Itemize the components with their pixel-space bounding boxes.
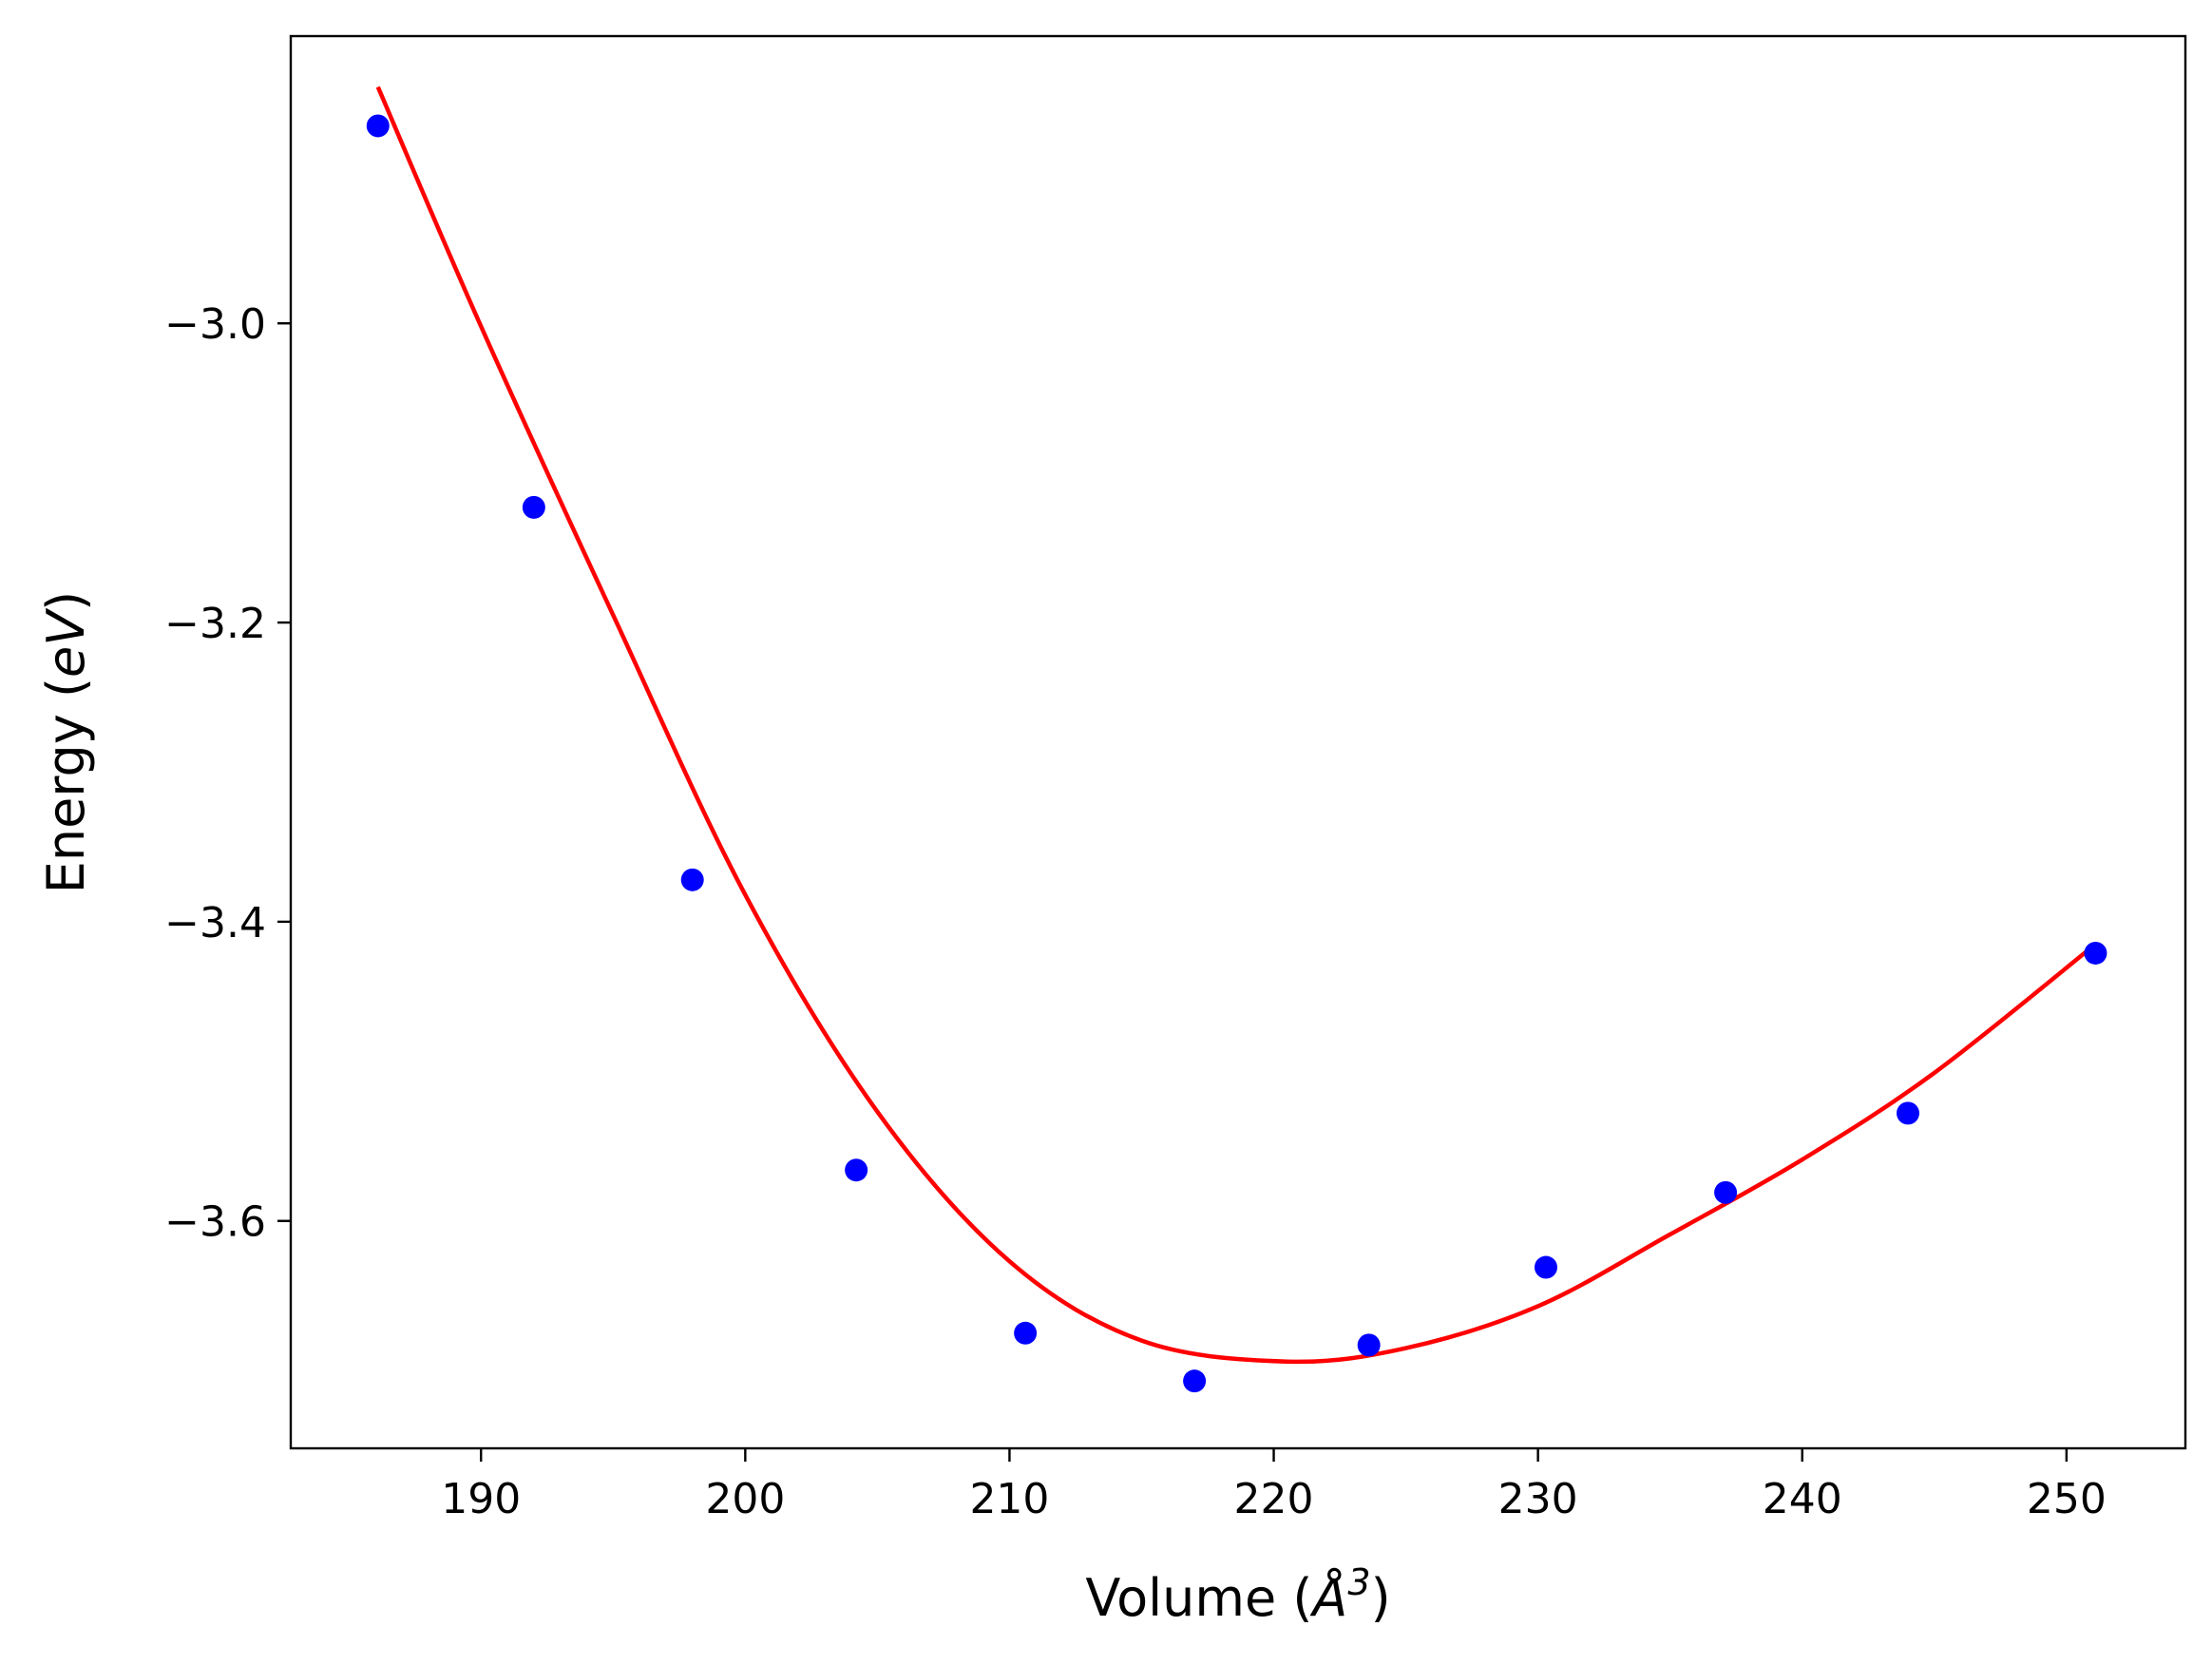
y-tick-label: −3.4: [164, 899, 266, 947]
x-axis-label-sup: 3: [1347, 1561, 1370, 1603]
data-points-layer: [366, 114, 2107, 1393]
y-axis-ticks: −3.6 −3.4 −3.2 −3.0: [164, 300, 291, 1247]
y-tick-label: −3.0: [164, 300, 266, 349]
y-axis-label-main: Energy (: [36, 678, 96, 893]
y-tick-label: −3.2: [164, 600, 266, 648]
plot-frame: [289, 34, 2187, 1450]
y-tick-label: −3.6: [164, 1198, 266, 1247]
x-tick-label: 190: [441, 1475, 521, 1523]
y-axis-label-unit: eV: [36, 607, 96, 678]
fit-curve-layer: [375, 86, 2097, 1365]
data-point: [680, 868, 704, 891]
x-axis-label-end: ): [1371, 1568, 1391, 1628]
x-tick-label: 230: [1498, 1475, 1578, 1523]
x-axis-label: Volume (Å3): [1085, 1561, 1390, 1628]
data-point: [366, 114, 390, 138]
fit-line: [375, 86, 2097, 1365]
y-axis-label: Energy (eV): [36, 591, 96, 894]
y-axis-label-end: ): [36, 591, 96, 611]
data-point: [1534, 1255, 1557, 1279]
x-tick-label: 220: [1234, 1475, 1314, 1523]
x-tick-label: 250: [2027, 1475, 2107, 1523]
data-point: [1357, 1333, 1381, 1357]
x-tick-label: 210: [969, 1475, 1049, 1523]
data-point: [1714, 1180, 1738, 1204]
x-axis-ticks: 190 200 210 220 230 240 250: [441, 1448, 2107, 1523]
data-point: [522, 495, 545, 519]
x-axis-label-main: Volume (: [1085, 1568, 1312, 1628]
x-tick-label: 200: [705, 1475, 785, 1523]
x-axis-label-symbol: Å: [1309, 1567, 1347, 1628]
x-tick-label: 240: [1763, 1475, 1842, 1523]
data-point: [1014, 1321, 1038, 1345]
data-point: [1896, 1101, 1919, 1125]
data-point: [845, 1158, 868, 1182]
data-point: [1183, 1369, 1207, 1393]
data-point: [2084, 941, 2107, 965]
